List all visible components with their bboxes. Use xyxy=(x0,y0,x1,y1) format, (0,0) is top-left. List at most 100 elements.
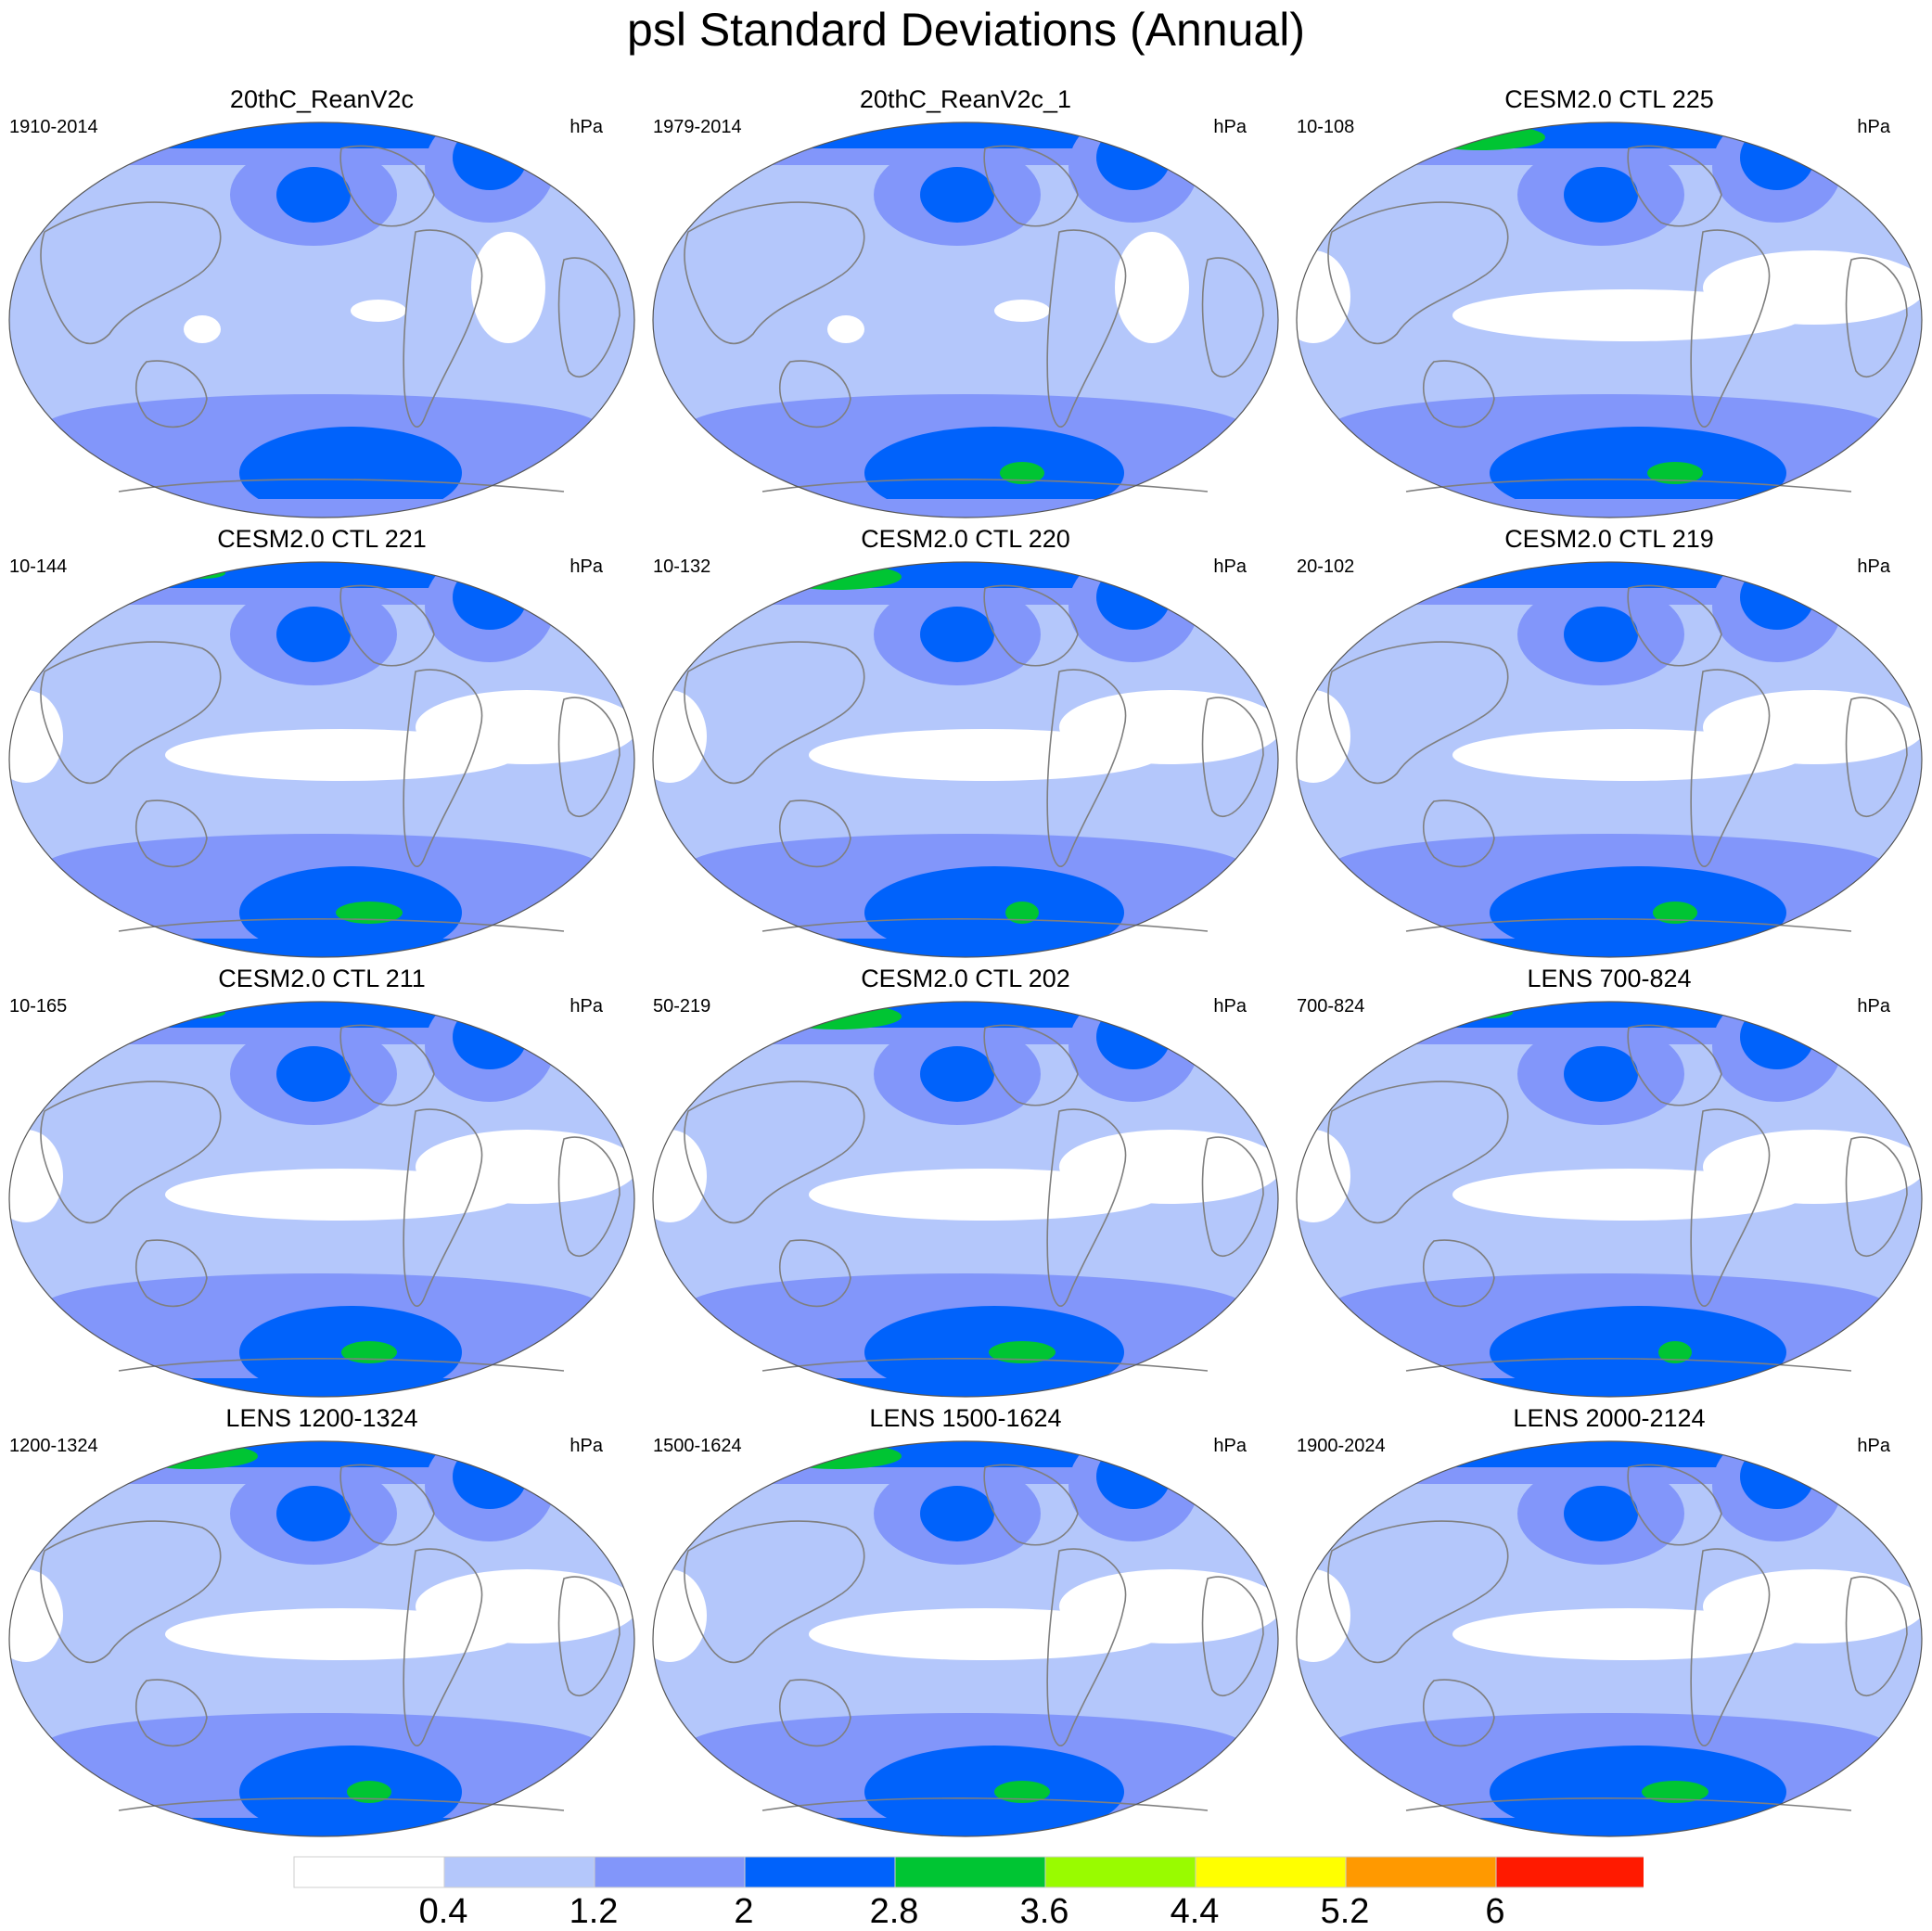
coastline xyxy=(1201,1576,1264,1696)
contour-band-strong xyxy=(1297,939,1922,957)
coastline xyxy=(1405,1797,1852,1811)
coastline xyxy=(403,669,483,868)
contour-band-white xyxy=(9,1130,63,1222)
coastline xyxy=(1690,229,1771,428)
contour-band-strong xyxy=(9,1378,634,1397)
coastline xyxy=(983,145,1079,227)
coastline xyxy=(40,1081,222,1224)
contour-band-strong xyxy=(9,499,634,518)
contour-band-white xyxy=(1297,250,1350,343)
contour-field xyxy=(9,122,634,518)
coastline xyxy=(557,1136,621,1257)
contour-band-white xyxy=(1297,1569,1350,1662)
contour-band-strong xyxy=(1564,1486,1638,1541)
contour-band-strong xyxy=(1740,1004,1814,1069)
panel-units: hPa xyxy=(1857,556,1890,577)
coastline xyxy=(557,697,621,817)
map-panel: LENS 1500-1624 1500-1624 hPa xyxy=(644,1404,1287,1840)
contour-band-strong xyxy=(276,167,351,223)
contour-band-white xyxy=(1115,232,1189,343)
contour-band-mid xyxy=(687,394,1244,459)
colorbar-box xyxy=(293,1856,445,1888)
panel-period: 10-144 xyxy=(9,556,68,577)
map-border xyxy=(1296,561,1923,958)
contour-field xyxy=(653,1441,1278,1836)
contour-band-white xyxy=(994,300,1050,322)
coastline xyxy=(1201,1136,1264,1257)
panel-units: hPa xyxy=(569,117,603,137)
colorbar xyxy=(293,1856,1644,1888)
coastline xyxy=(684,1520,865,1664)
panel-units: hPa xyxy=(1213,996,1247,1017)
panel-units: hPa xyxy=(1857,996,1890,1017)
coastline xyxy=(1327,201,1509,345)
contour-band-green xyxy=(994,1781,1050,1803)
coastline xyxy=(1690,669,1771,868)
contour-band-green xyxy=(128,1443,258,1469)
coastline xyxy=(1405,1358,1852,1372)
coastline xyxy=(1046,669,1127,868)
coastline xyxy=(684,641,865,785)
coastline xyxy=(1423,1679,1495,1747)
contour-band-strong xyxy=(1297,1378,1922,1397)
colorbar-tick-label: 5.2 xyxy=(1320,1892,1370,1931)
contour-band-mid xyxy=(44,1713,600,1778)
map-border xyxy=(1296,1440,1923,1837)
panel-title: CESM2.0 CTL 211 xyxy=(218,965,426,992)
map-panel: 20thC_ReanV2c 1910-2014 hPa xyxy=(0,85,644,521)
contour-field xyxy=(653,122,1278,518)
contour-band-strong xyxy=(653,1378,1278,1397)
coastline xyxy=(1327,641,1509,785)
colorbar-box xyxy=(594,1856,746,1888)
contour-band-white xyxy=(184,315,221,343)
contour-band-strong xyxy=(653,939,1278,957)
map-panel: LENS 2000-2124 1900-2024 hPa xyxy=(1287,1404,1931,1840)
panel-units: hPa xyxy=(569,556,603,577)
map-panel: CESM2.0 CTL 220 10-132 hPa xyxy=(644,525,1287,961)
contour-band-strong xyxy=(725,562,1208,588)
contour-band-strong xyxy=(9,1818,634,1836)
contour-band-strong xyxy=(453,1004,527,1069)
contour-band-strong xyxy=(920,607,994,662)
contour-band-strong xyxy=(1490,1306,1786,1397)
contour-band-strong xyxy=(453,565,527,630)
contour-band-strong xyxy=(1369,562,1851,588)
map-panel: CESM2.0 CTL 225 10-108 hPa xyxy=(1287,85,1931,521)
coastline xyxy=(1627,145,1722,227)
contour-band-strong xyxy=(1490,1746,1786,1836)
contour-band-strong xyxy=(82,1002,564,1028)
contour-band-white xyxy=(416,690,634,764)
contour-band-strong xyxy=(453,1444,527,1509)
panel-period: 1500-1624 xyxy=(653,1436,742,1456)
map-border xyxy=(8,1001,635,1398)
contour-band-strong xyxy=(1096,125,1171,190)
coastline xyxy=(339,1024,435,1106)
coastline xyxy=(761,479,1209,492)
robinson-map xyxy=(1296,1440,1923,1837)
robinson-map xyxy=(8,1001,635,1398)
contour-band-white xyxy=(1703,1569,1922,1643)
coastline xyxy=(1627,1464,1722,1546)
panel-units: hPa xyxy=(1857,117,1890,137)
map-border xyxy=(8,1440,635,1837)
coastline xyxy=(403,1548,483,1747)
contour-band-strong xyxy=(9,939,634,957)
contour-band-strong xyxy=(276,607,351,662)
contour-field xyxy=(1297,122,1922,518)
panel-period: 10-108 xyxy=(1297,117,1355,137)
map-panel: CESM2.0 CTL 221 10-144 hPa xyxy=(0,525,644,961)
contour-band-mid xyxy=(687,1273,1244,1338)
contour-band-strong xyxy=(82,562,564,588)
coastline xyxy=(1405,918,1852,932)
coastline xyxy=(1046,229,1127,428)
coastline xyxy=(1690,1108,1771,1308)
contour-band-strong xyxy=(1096,565,1171,630)
map-border xyxy=(652,561,1279,958)
panel-title: 20thC_ReanV2c_1 xyxy=(859,85,1072,113)
contour-band-strong xyxy=(1740,565,1814,630)
coastline xyxy=(779,799,851,868)
contour-band-white xyxy=(1059,1569,1278,1643)
contour-band-green xyxy=(772,564,902,590)
colorbar-box xyxy=(1495,1856,1644,1888)
coastline xyxy=(1423,799,1495,868)
